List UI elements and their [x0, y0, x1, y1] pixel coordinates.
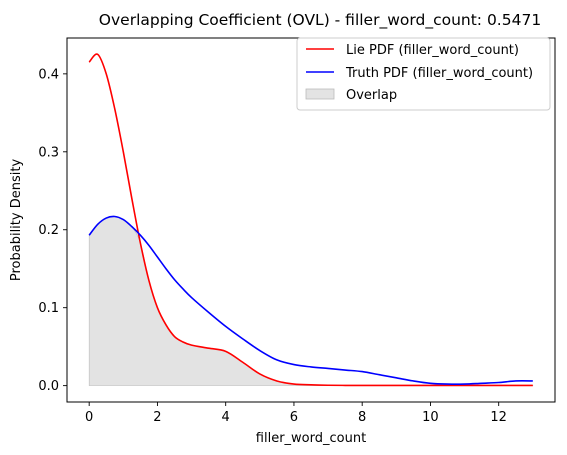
truth-pdf-line — [88, 215, 533, 385]
y-tick-label: 0.3 — [38, 145, 59, 160]
x-tick-label: 0 — [85, 410, 93, 425]
legend-overlap-swatch — [305, 88, 335, 100]
lie-pdf-line — [88, 53, 533, 387]
chart-title: Overlapping Coefficient (OVL) - filler_w… — [99, 11, 541, 30]
y-axis-label: Probability Density — [9, 159, 24, 282]
legend-overlap-label: Overlap — [346, 88, 397, 103]
y-tick-label: 0.2 — [38, 223, 59, 238]
x-tick-label: 12 — [490, 410, 507, 425]
y-tick-label: 0.0 — [38, 379, 59, 394]
x-tick-label: 10 — [422, 410, 439, 425]
legend-lie-label: Lie PDF (filler_word_count) — [346, 43, 519, 58]
legend-truth-label: Truth PDF (filler_word_count) — [345, 66, 533, 81]
x-tick-label: 8 — [358, 410, 366, 425]
y-tick-label: 0.1 — [38, 301, 59, 316]
plot-area — [88, 53, 534, 387]
x-axis: 0 2 4 6 8 10 12 — [85, 402, 507, 425]
x-tick-label: 2 — [153, 410, 161, 425]
x-tick-label: 6 — [290, 410, 298, 425]
x-tick-label: 4 — [222, 410, 230, 425]
x-axis-label: filler_word_count — [256, 431, 366, 446]
y-axis: 0.0 0.1 0.2 0.3 0.4 — [38, 67, 67, 394]
legend-frame — [296, 37, 551, 111]
y-tick-label: 0.4 — [38, 67, 59, 82]
legend: Lie PDF (filler_word_count) Truth PDF (f… — [296, 37, 551, 111]
